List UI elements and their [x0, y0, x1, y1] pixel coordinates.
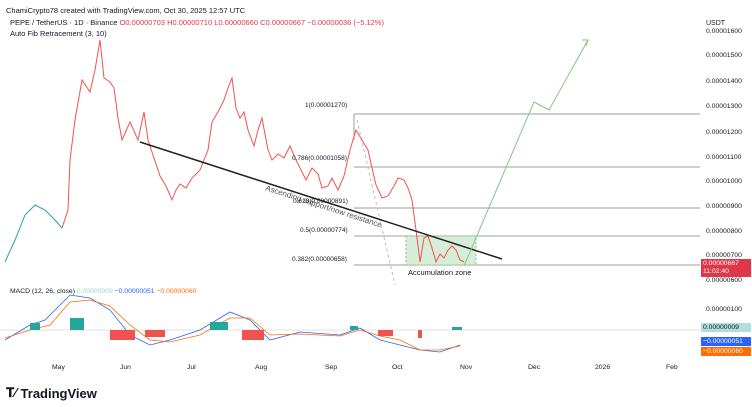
symbol-legend: PEPE / TetherUS · 1D · Binance O0.000007…	[10, 18, 384, 27]
price-label: 0.00000600	[706, 277, 742, 284]
ohlc-close: C0.00000667	[260, 18, 306, 27]
time-label: Oct	[392, 364, 403, 371]
price-label: 0.00001600	[706, 28, 742, 35]
price-label: 0.00000900	[706, 203, 742, 210]
macd-signal-value: −0.00000060	[156, 288, 197, 295]
macd-hist-tag: 0.00000009	[701, 323, 751, 332]
price-label: 0.00000700	[706, 252, 742, 259]
current-price: 0.00000667	[703, 260, 739, 267]
ohlc-change: −0.00000036 (−5.12%)	[307, 18, 384, 27]
ohlc-low: L0.00000660	[214, 18, 259, 27]
candles	[4, 39, 465, 264]
ohlc-open: O0.00000703	[119, 18, 165, 27]
macd-signal-tag: −0.00000060	[701, 347, 751, 356]
time-label: May	[52, 364, 65, 371]
accumulation-zone	[406, 236, 476, 265]
brand-name: TradingView	[20, 385, 97, 401]
price-label: 0.00000800	[706, 228, 742, 235]
symbol-title: PEPE / TetherUS · 1D · Binance	[10, 18, 118, 27]
fib-levels	[353, 113, 700, 266]
time-label: Sep	[325, 364, 338, 371]
time-label: Dec	[528, 364, 541, 371]
macd-legend[interactable]: MACD (12, 26, close) 0.00000009 −0.00000…	[10, 288, 196, 295]
bar-countdown: 11:02:40	[703, 268, 729, 275]
projection-arrow	[463, 39, 589, 267]
trendline-label: Ascending support/now resistance	[264, 183, 383, 229]
price-label: 0.00001200	[706, 129, 742, 136]
price-label: 0.00001000	[706, 178, 742, 185]
price-label: 0.00001100	[706, 154, 742, 161]
price-label: 0.00001400	[706, 78, 742, 85]
macd-title: MACD (12, 26, close)	[10, 288, 75, 295]
credit-line: ChamiCrypto78 created with TradingView.c…	[6, 6, 246, 15]
time-label: 2026	[595, 364, 611, 371]
indicator-legend[interactable]: Auto Fib Retracement (3, 10)	[10, 29, 107, 38]
tradingview-mark-icon: 𝐓∕	[6, 385, 17, 400]
ohlc-high: H0.00000710	[167, 18, 213, 27]
tradingview-logo[interactable]: 𝐓∕ TradingView	[6, 385, 97, 401]
macd-axis-label: 0.00000100	[706, 306, 742, 313]
time-label: Jul	[187, 364, 196, 371]
time-label: Aug	[255, 364, 268, 371]
price-label: 0.00001300	[706, 103, 742, 110]
macd-hist-value: 0.00000009	[76, 288, 113, 295]
time-label: Jun	[120, 364, 131, 371]
macd-line-tag: −0.00000051	[701, 337, 751, 346]
price-unit: USDT	[706, 20, 726, 27]
time-label: Nov	[460, 364, 473, 371]
time-label: Feb	[666, 364, 678, 371]
macd-line-value: −0.00000051	[114, 288, 155, 295]
current-price-tag: 0.00000667 11:02:40	[701, 259, 751, 277]
price-label: 0.00001500	[706, 52, 742, 59]
trendline	[139, 141, 503, 260]
